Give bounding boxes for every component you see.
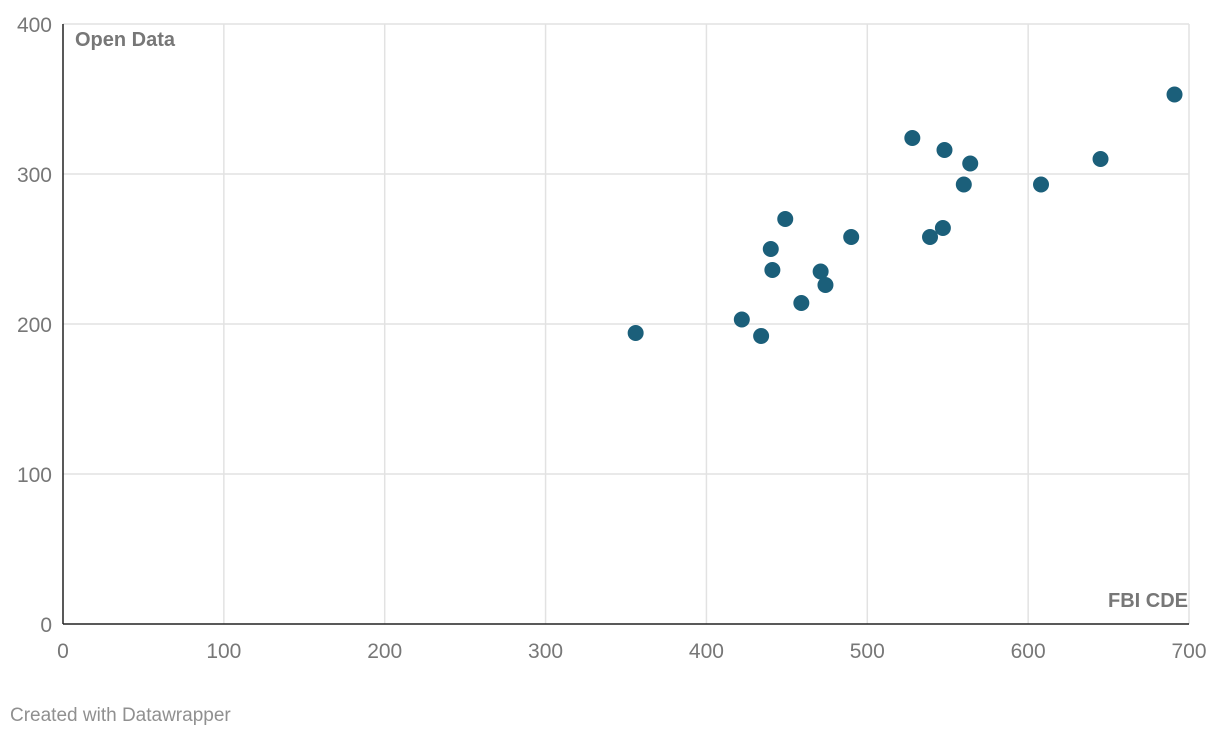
x-axis-title: FBI CDE	[1108, 590, 1188, 612]
scatter-point	[936, 142, 953, 158]
x-tick-label: 0	[57, 640, 69, 663]
scatter-point	[1166, 86, 1183, 103]
scatter-point	[1092, 151, 1109, 167]
x-tick-label: 700	[1171, 640, 1206, 663]
y-tick-label: 100	[17, 464, 52, 487]
scatter-point	[843, 229, 860, 245]
scatter-point	[934, 220, 951, 236]
y-tick-label: 200	[17, 314, 52, 337]
x-tick-label: 300	[528, 640, 563, 663]
scatter-point	[904, 130, 921, 146]
scatter-point	[1033, 176, 1050, 193]
x-tick-label: 100	[206, 640, 241, 663]
scatter-point	[812, 263, 829, 280]
y-tick-label: 400	[17, 14, 52, 37]
scatter-point	[733, 311, 750, 328]
scatter-point	[955, 176, 972, 193]
tick-labels: 0 100 200 300 400 500 600 700 0 100 200 300 400	[17, 14, 1207, 663]
axes	[62, 24, 1189, 625]
scatter-point	[762, 241, 779, 257]
y-tick-label: 300	[17, 164, 52, 187]
gridlines	[63, 23, 1190, 624]
scatter-point	[627, 325, 644, 341]
scatter-point	[962, 155, 979, 172]
scatter-point	[764, 262, 781, 278]
credit-note: Created with Datawrapper	[10, 705, 231, 726]
x-tick-label: 400	[689, 640, 724, 663]
y-axis-title: Open Data	[75, 29, 176, 51]
scatter-point	[817, 277, 834, 293]
scatter-point	[777, 211, 794, 227]
data-points	[627, 86, 1183, 344]
x-tick-label: 500	[850, 640, 885, 663]
scatter-point	[922, 229, 939, 245]
scatter-point	[793, 295, 810, 311]
x-tick-label: 200	[367, 640, 402, 663]
x-tick-label: 600	[1011, 640, 1046, 663]
y-tick-label: 0	[40, 614, 52, 637]
scatter-point	[753, 328, 770, 344]
